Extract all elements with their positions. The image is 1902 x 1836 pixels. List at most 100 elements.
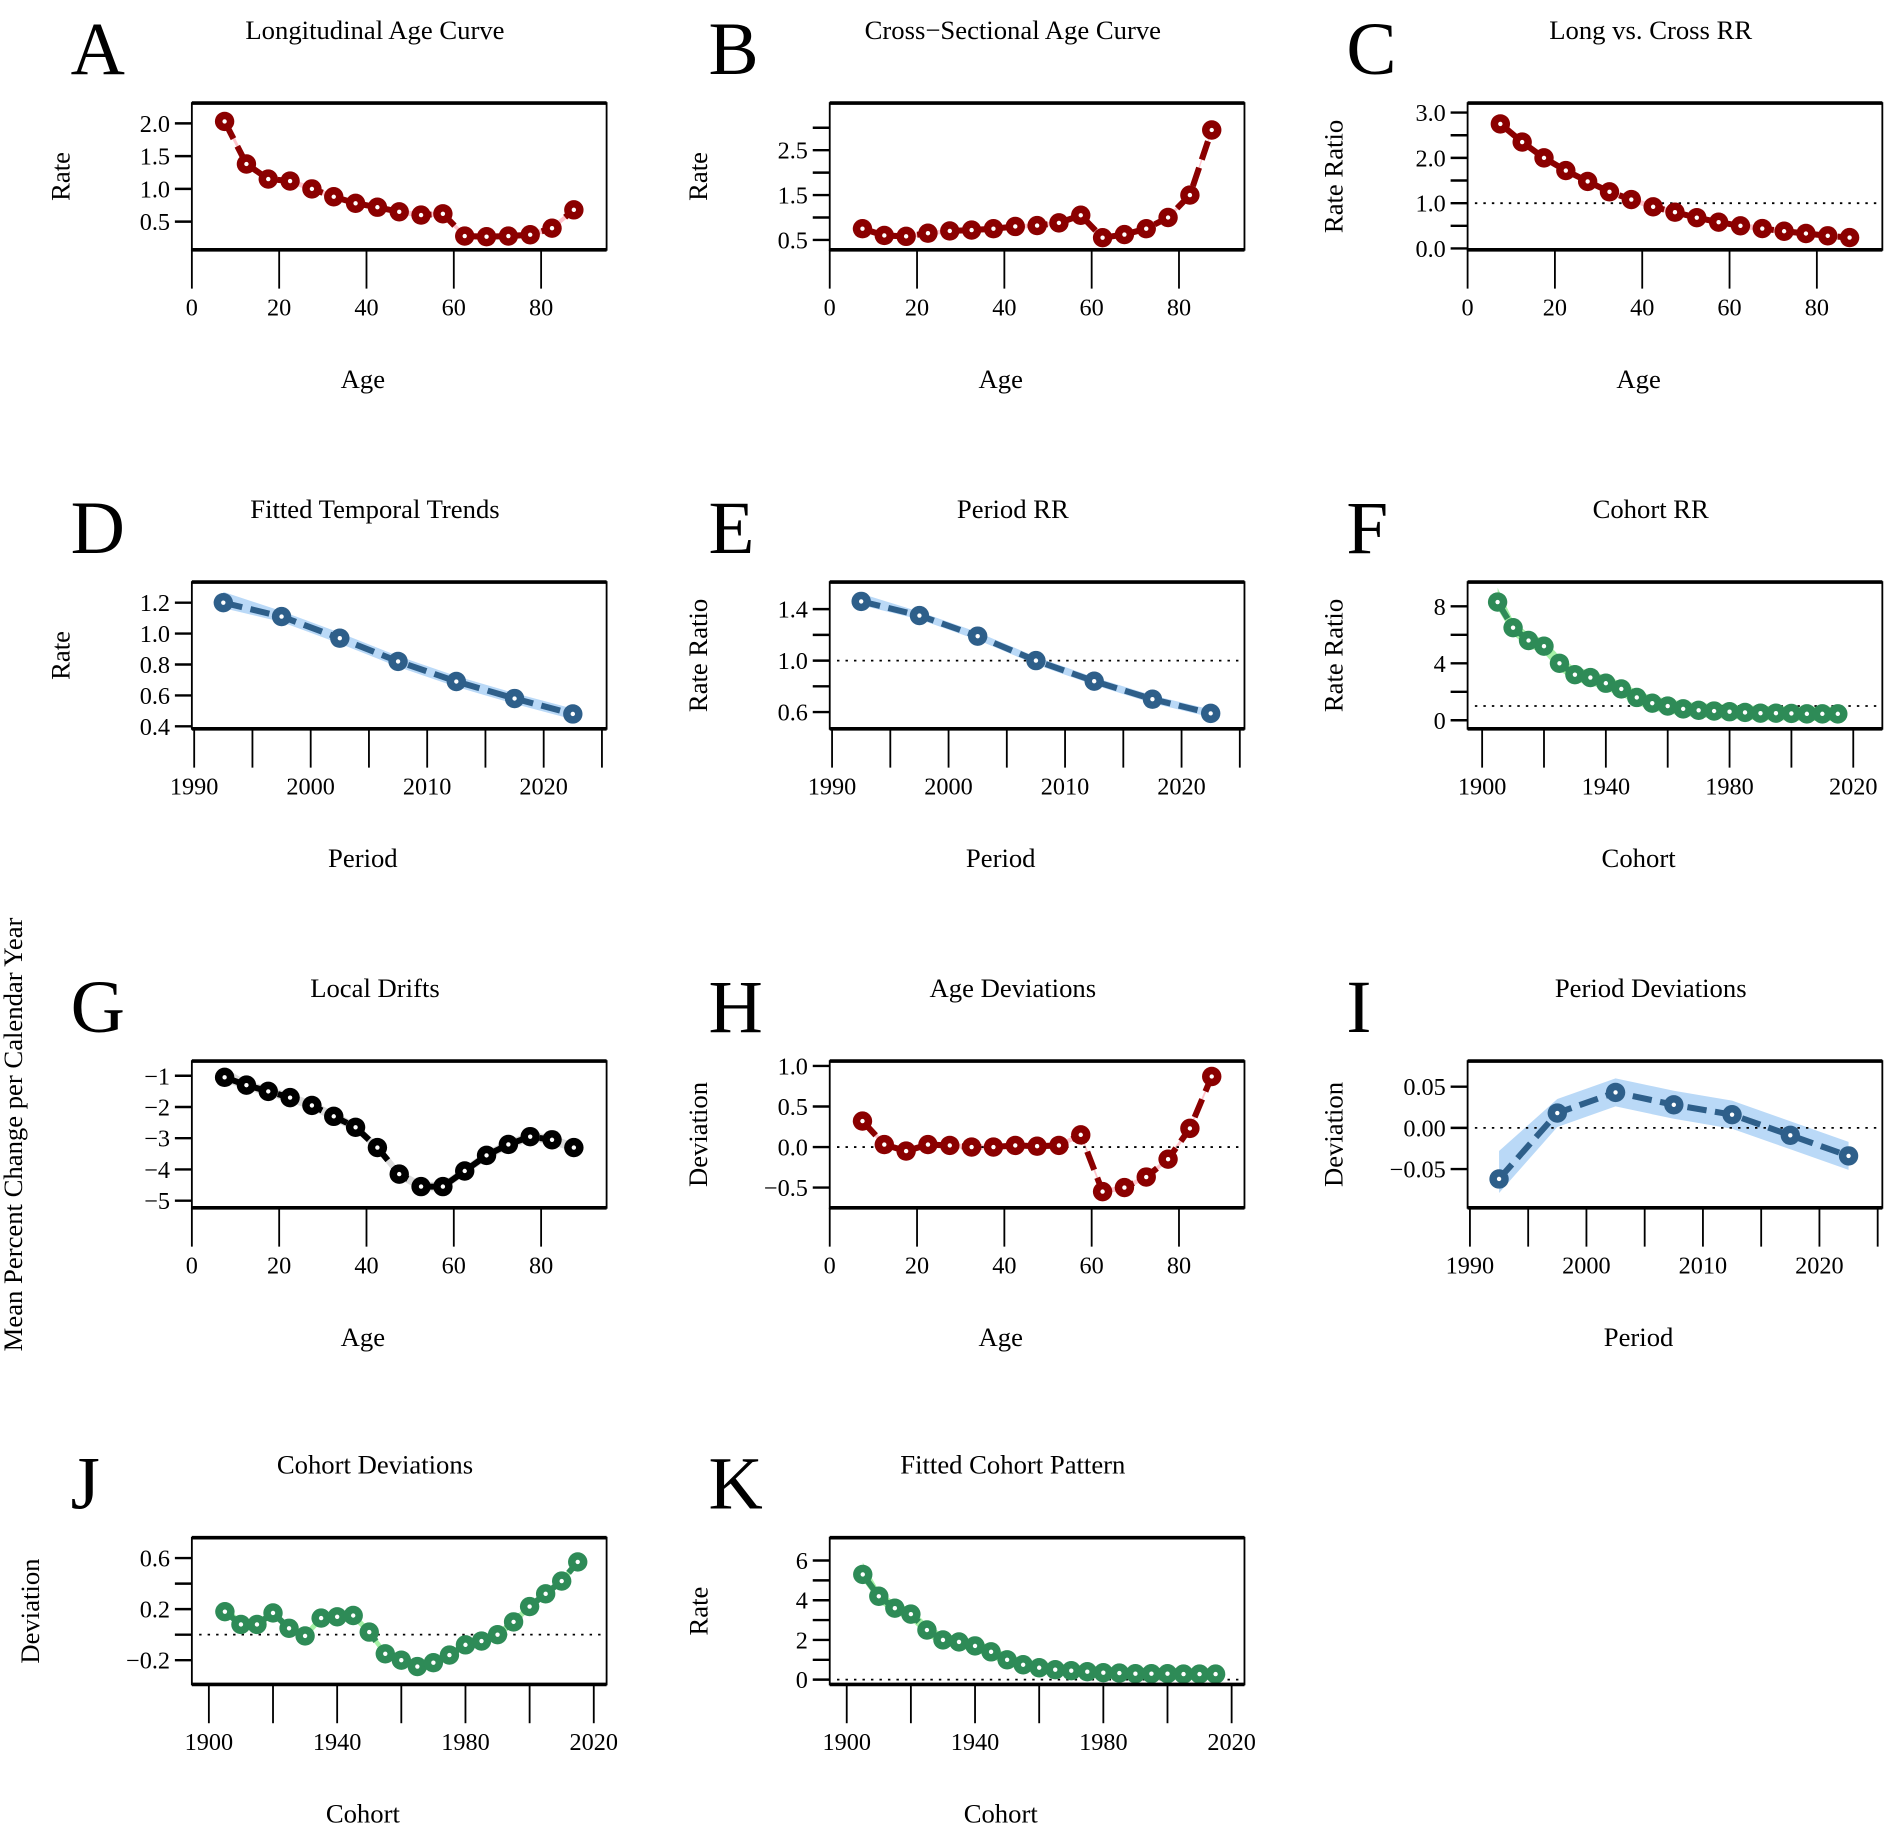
panel-letter: B: [708, 8, 758, 91]
data-point-center: [1187, 1126, 1193, 1131]
data-point-center: [244, 161, 249, 167]
data-point-center: [1846, 1153, 1851, 1159]
confidence-band: [1500, 118, 1850, 241]
panel-letter: C: [1346, 8, 1396, 91]
data-point-center: [903, 1148, 909, 1154]
data-point-center: [383, 1651, 388, 1656]
data-point-center: [221, 600, 226, 605]
y-axis-label: Rate Ratio: [683, 599, 713, 712]
x-axis-label: Age: [341, 1322, 385, 1352]
panel-i: I Period Deviations 1990 2000 2010 2020 −0.05 0…: [1319, 966, 1884, 1352]
data-point-center: [917, 613, 922, 618]
data-point-center: [1056, 220, 1062, 226]
data-point-center: [1758, 710, 1763, 716]
y-tick-label: −0.5: [764, 1175, 808, 1202]
y-tick-label: 1.0: [140, 176, 170, 203]
x-tick-label: 0: [186, 294, 198, 321]
x-tick-label: 60: [1717, 294, 1741, 321]
data-point-center: [415, 1664, 420, 1669]
x-axis-label: Age: [1616, 364, 1660, 394]
data-point-center: [1078, 213, 1083, 218]
data-point-center: [1788, 1133, 1793, 1138]
data-point-center: [570, 711, 575, 717]
data-point-center: [1526, 638, 1531, 643]
panel-title: Period Deviations: [1555, 973, 1747, 1003]
data-point-center: [399, 1657, 404, 1663]
data-point-center: [375, 1145, 380, 1150]
data-point-center: [244, 1082, 249, 1088]
data-point-center: [484, 1153, 489, 1158]
y-tick-label: −5: [144, 1188, 170, 1215]
panel-g: G Local Drifts 0 20 40 60 80 −5 −4 −3 −2 −1 Age Mean …: [0, 917, 608, 1352]
x-tick-label: 80: [529, 294, 553, 321]
x-tick-label: 60: [1080, 1252, 1104, 1279]
x-tick-label: 2020: [1829, 773, 1878, 800]
y-tick-label: −2: [144, 1094, 170, 1121]
data-point-center: [1781, 229, 1787, 234]
panel-letter: D: [71, 487, 125, 570]
x-tick-label: 0: [824, 1252, 836, 1279]
data-point-center: [892, 1605, 898, 1611]
data-point-center: [440, 1184, 446, 1189]
data-point-center: [479, 1638, 484, 1644]
panel-f: F Cohort RR 1900 1940 1980 2020 0 4 8 Cohort Rate …: [1319, 487, 1884, 873]
x-tick-label: 60: [442, 1252, 466, 1279]
x-tick-label: 20: [267, 294, 291, 321]
data-point-center: [549, 226, 555, 231]
data-point-center: [1789, 711, 1794, 716]
data-point-center: [991, 226, 996, 231]
y-axis-label: Deviation: [15, 1558, 45, 1663]
data-point-center: [1496, 1176, 1502, 1182]
data-point-center: [1585, 179, 1590, 184]
data-point-center: [1773, 710, 1779, 716]
data-point-center: [287, 178, 293, 184]
data-point-center: [495, 1632, 500, 1637]
panel-letter: K: [708, 1443, 762, 1526]
data-point-center: [440, 211, 446, 216]
data-point-center: [1213, 1671, 1218, 1677]
y-tick-label: 8: [1434, 594, 1446, 621]
data-point-center: [947, 228, 952, 234]
data-point-center: [1144, 226, 1149, 231]
panel-title: Local Drifts: [310, 973, 440, 1003]
panel-title: Long vs. Cross RR: [1549, 15, 1752, 45]
x-tick-label: 60: [442, 294, 466, 321]
x-tick-label: 40: [354, 1252, 378, 1279]
data-point-center: [1181, 1671, 1186, 1677]
y-axis-label: Rate: [683, 152, 713, 201]
data-point-center: [506, 233, 511, 239]
data-point-center: [1209, 127, 1214, 133]
data-point-center: [1665, 703, 1670, 709]
data-point-center: [1034, 1144, 1040, 1149]
data-point-center: [1563, 168, 1569, 173]
data-point-center: [1056, 1143, 1062, 1148]
panel-title: Period RR: [957, 494, 1069, 524]
data-point-center: [397, 209, 402, 215]
panel-letter: I: [1346, 966, 1371, 1049]
y-axis-label: Rate Ratio: [1319, 599, 1349, 712]
y-tick-label: −3: [144, 1126, 170, 1153]
data-point-center: [1150, 697, 1155, 702]
data-point-center: [462, 233, 467, 239]
y-axis-label: Mean Percent Change per Calendar Year: [0, 917, 28, 1351]
y-axis-label: Rate: [45, 152, 75, 201]
data-point-center: [1510, 625, 1516, 630]
x-tick-label: 1980: [441, 1729, 490, 1756]
data-point-center: [1557, 661, 1562, 666]
panel-letter: F: [1346, 487, 1388, 570]
x-tick-label: 0: [186, 1252, 198, 1279]
y-axis-label: Rate: [45, 631, 75, 680]
y-tick-label: 3.0: [1415, 100, 1445, 127]
y-tick-label: 0.5: [778, 1094, 808, 1121]
data-point-center: [1165, 215, 1171, 220]
y-tick-label: 0.8: [140, 652, 170, 679]
x-tick-label: 1940: [1582, 773, 1631, 800]
y-tick-label: 0: [1434, 708, 1446, 735]
y-tick-label: −0.05: [1390, 1157, 1446, 1184]
y-tick-label: 2.0: [140, 111, 170, 138]
x-tick-label: 2010: [403, 773, 452, 800]
y-tick-label: −1: [144, 1063, 170, 1090]
panel-letter: A: [71, 8, 125, 91]
data-point-center: [571, 207, 577, 213]
series-line: [860, 1075, 1215, 1196]
